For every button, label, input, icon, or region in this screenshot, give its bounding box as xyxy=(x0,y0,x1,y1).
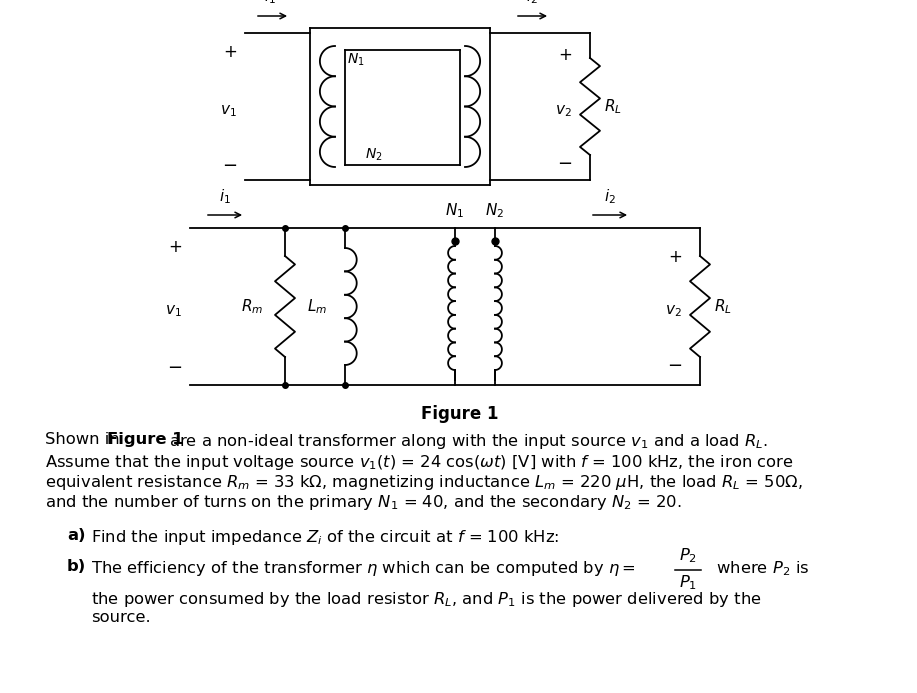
Text: $N_2$: $N_2$ xyxy=(485,201,504,220)
Text: Figure 1: Figure 1 xyxy=(421,405,499,423)
Text: source.: source. xyxy=(91,611,150,625)
Text: −: − xyxy=(667,357,682,375)
Text: $v_1$: $v_1$ xyxy=(220,104,237,119)
Text: $N_1$: $N_1$ xyxy=(347,52,365,69)
Text: +: + xyxy=(558,46,572,64)
Text: b): b) xyxy=(67,559,86,574)
Text: and the number of turns on the primary $N_1$ = 40, and the secondary $N_2$ = 20.: and the number of turns on the primary $… xyxy=(45,493,681,513)
Text: $N_2$: $N_2$ xyxy=(365,147,382,163)
Text: $N_1$: $N_1$ xyxy=(446,201,465,220)
Text: −: − xyxy=(557,155,572,173)
Text: $R_m$: $R_m$ xyxy=(241,297,263,316)
Text: a): a) xyxy=(67,528,85,543)
Text: $v_2$: $v_2$ xyxy=(666,304,682,319)
Text: −: − xyxy=(167,359,182,377)
Text: $L_m$: $L_m$ xyxy=(307,297,327,316)
Text: +: + xyxy=(168,238,182,256)
Text: $i_2$: $i_2$ xyxy=(526,0,538,6)
Text: $i_2$: $i_2$ xyxy=(604,187,616,206)
Text: $i_1$: $i_1$ xyxy=(264,0,276,6)
Text: Assume that the input voltage source $v_1(t)$ = 24 cos($\omega t$) [V] with $f$ : Assume that the input voltage source $v_… xyxy=(45,453,794,471)
Text: $v_2$: $v_2$ xyxy=(556,104,572,119)
Text: the power consumed by the load resistor $R_L$, and $P_1$ is the power delivered : the power consumed by the load resistor … xyxy=(91,590,762,609)
Text: $P_2$: $P_2$ xyxy=(679,546,697,565)
Text: $P_1$: $P_1$ xyxy=(679,573,697,592)
Text: $R_L$: $R_L$ xyxy=(714,297,732,316)
Text: $i_1$: $i_1$ xyxy=(219,187,231,206)
Text: where $P_2$ is: where $P_2$ is xyxy=(706,559,810,578)
Text: −: − xyxy=(222,157,237,175)
Text: +: + xyxy=(223,43,237,61)
Text: Find the input impedance $Z_i$ of the circuit at $f$ = 100 kHz:: Find the input impedance $Z_i$ of the ci… xyxy=(91,528,559,547)
Text: Shown in: Shown in xyxy=(45,432,125,447)
Text: $v_1$: $v_1$ xyxy=(165,304,182,319)
Text: +: + xyxy=(668,248,682,266)
Text: The efficiency of the transformer $\eta$ which can be computed by $\eta =$: The efficiency of the transformer $\eta$… xyxy=(91,559,635,578)
Text: Figure 1: Figure 1 xyxy=(107,432,183,447)
Text: are a non-ideal transformer along with the input source $v_1$ and a load $R_L$.: are a non-ideal transformer along with t… xyxy=(164,432,768,451)
Text: equivalent resistance $R_m$ = 33 k$\Omega$, magnetizing inductance $L_m$ = 220 $: equivalent resistance $R_m$ = 33 k$\Omeg… xyxy=(45,473,802,492)
Text: $R_L$: $R_L$ xyxy=(604,97,622,116)
